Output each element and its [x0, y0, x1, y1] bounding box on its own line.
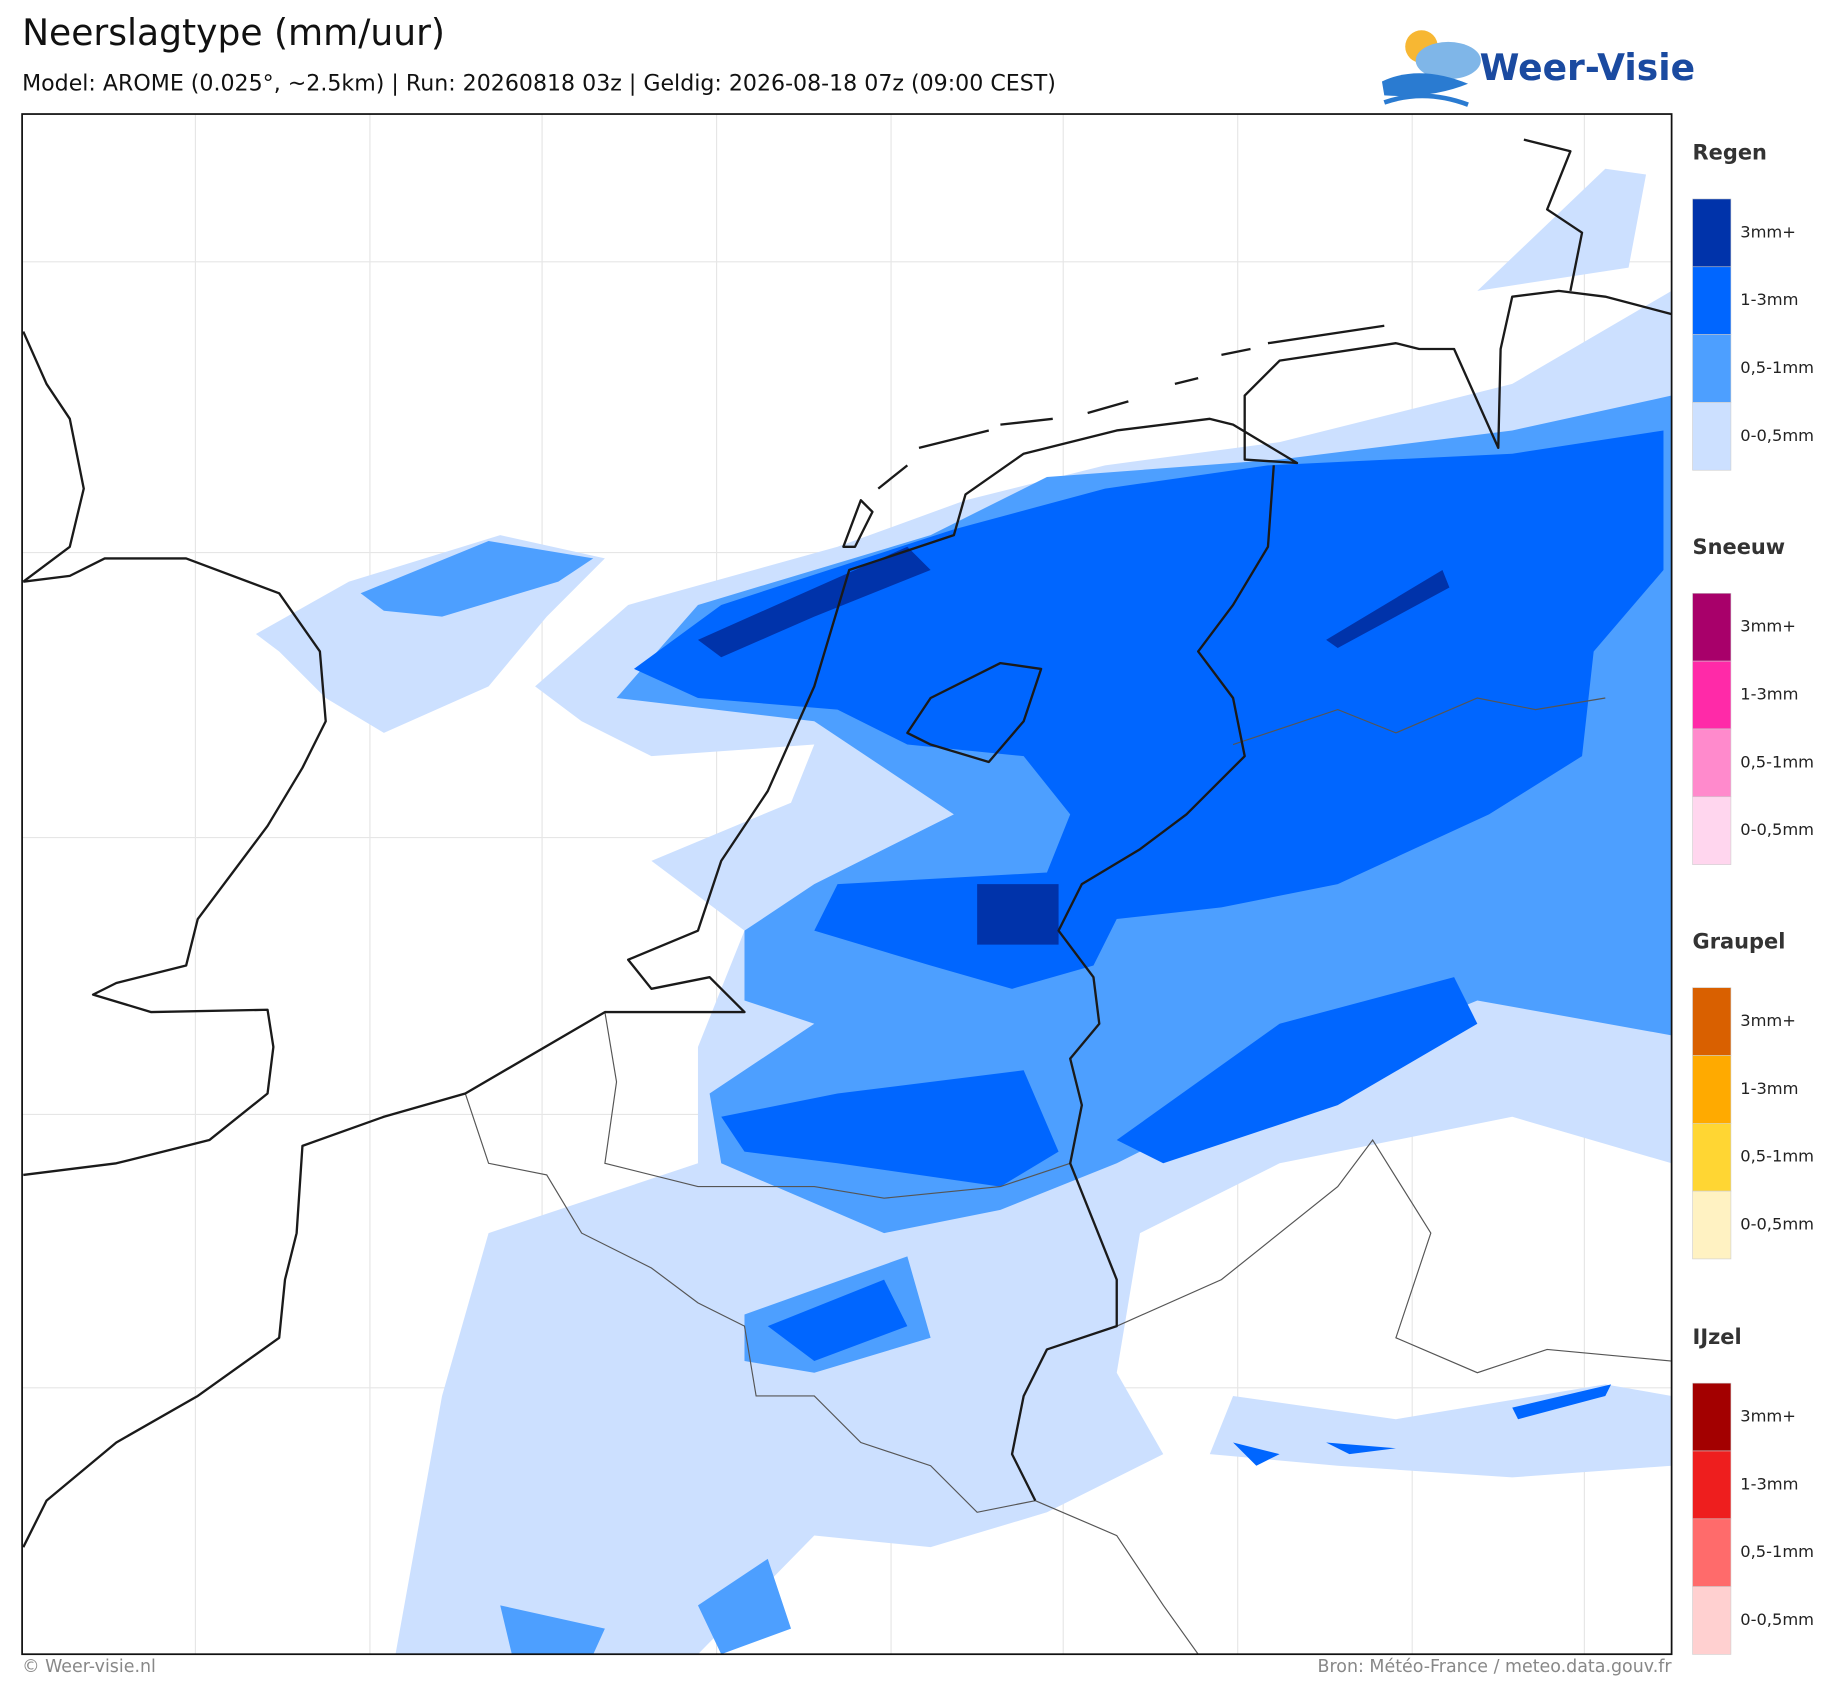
legend-swatch — [1692, 1586, 1732, 1655]
legend-swatch — [1692, 1190, 1732, 1260]
legend-label: 0-0,5mm — [1740, 426, 1814, 445]
legend-swatch — [1692, 1122, 1732, 1192]
legend-title: Sneeuw — [1693, 535, 1786, 559]
legend-label: 0,5-1mm — [1740, 1147, 1814, 1166]
legend-label: 1-3mm — [1740, 1079, 1798, 1098]
legend-label: 1-3mm — [1740, 290, 1798, 309]
legend-title: Regen — [1693, 141, 1767, 165]
legend-swatch — [1692, 660, 1732, 730]
legend-swatch — [1692, 593, 1732, 662]
legend-label: 0-0,5mm — [1740, 1610, 1814, 1629]
legend-swatch — [1692, 334, 1732, 403]
legend-label: 3mm+ — [1740, 222, 1796, 241]
title: Neerslagtype (mm/uur) — [22, 12, 445, 54]
logo-text: Weer-Visie — [1480, 47, 1695, 89]
coastlines — [22, 138, 1672, 1548]
footer-left: © Weer-visie.nl — [22, 1657, 156, 1677]
legend-swatch — [1692, 1055, 1732, 1124]
legend-label: 3mm+ — [1740, 617, 1796, 636]
logo: Weer-Visie — [1381, 30, 1695, 107]
footer-right: Bron: Météo-France / meteo.data.gouv.fr — [1318, 1657, 1673, 1677]
legend-swatch — [1692, 1450, 1732, 1520]
borders — [464, 697, 1672, 1655]
legend-swatch — [1692, 266, 1732, 335]
legend-label: 3mm+ — [1740, 1407, 1796, 1426]
legend-swatch — [1692, 402, 1732, 471]
legend-title: IJzel — [1693, 1325, 1742, 1349]
legend-label: 0-0,5mm — [1740, 820, 1814, 839]
legend-swatch — [1692, 1518, 1732, 1587]
legend-label: 0-0,5mm — [1740, 1215, 1814, 1234]
legend-label: 0,5-1mm — [1740, 752, 1814, 771]
legend-label: 1-3mm — [1740, 1474, 1798, 1493]
legend-swatch — [1692, 796, 1732, 865]
legend-swatch — [1692, 198, 1732, 268]
legend-label: 0,5-1mm — [1740, 1542, 1814, 1561]
legend: Regen 3mm+ 1-3mm 0,5-1mm 0-0,5mm Sneeuw 3mm+ 1-… — [1692, 141, 1814, 1655]
precipitation — [255, 168, 1672, 1655]
legend-label: 1-3mm — [1740, 685, 1798, 704]
legend-swatch — [1692, 728, 1732, 798]
legend-swatch — [1692, 987, 1732, 1056]
subtitle: Model: AROME (0.025°, ~2.5km) | Run: 202… — [22, 70, 1056, 96]
map — [21, 113, 1673, 1656]
legend-title: Graupel — [1693, 929, 1786, 953]
legend-label: 3mm+ — [1740, 1011, 1796, 1030]
legend-swatch — [1692, 1382, 1732, 1452]
legend-label: 0,5-1mm — [1740, 358, 1814, 377]
